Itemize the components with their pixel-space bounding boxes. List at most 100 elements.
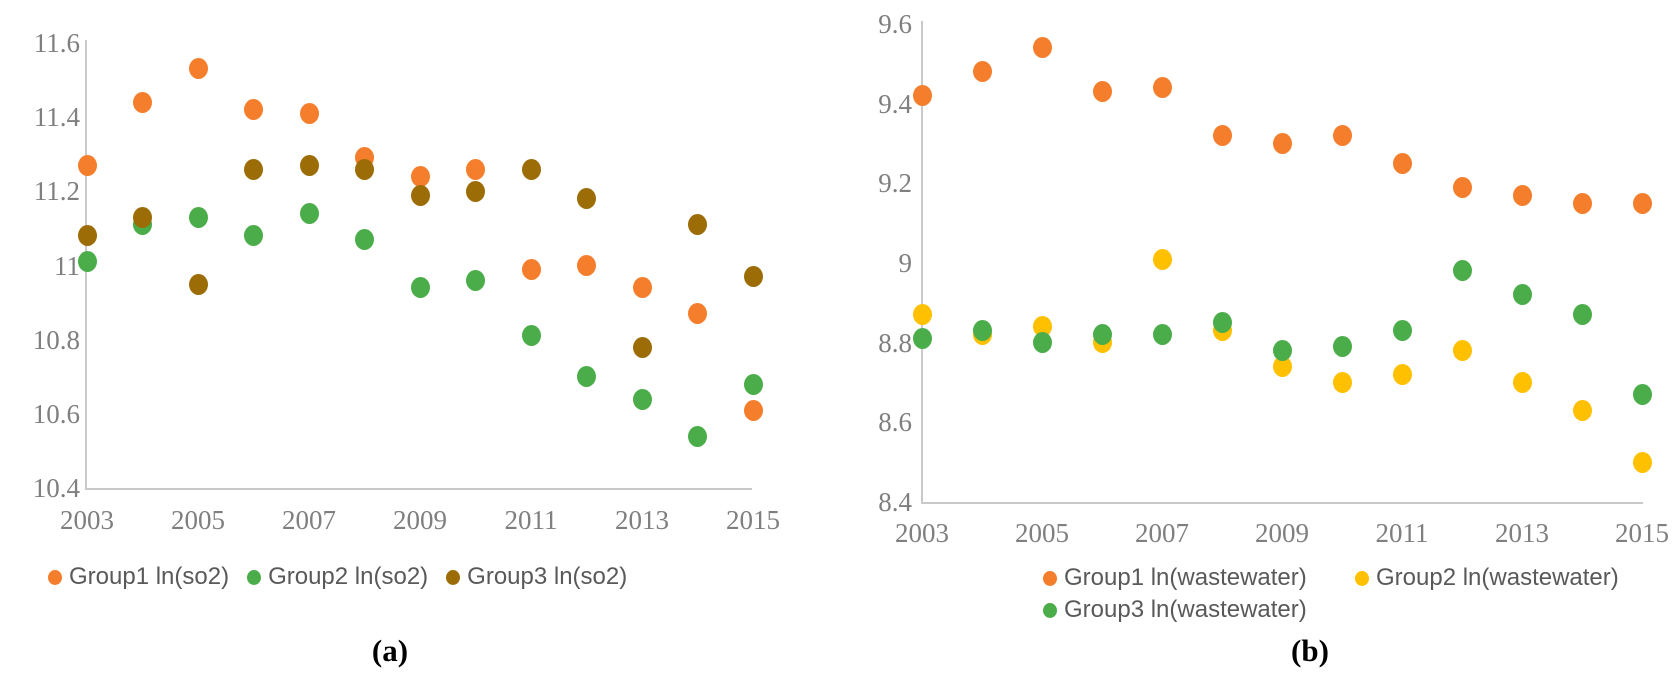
data-point [743,373,763,395]
legend-label: Group2 ln(so2) [268,563,429,590]
data-point [1452,340,1472,362]
legend-marker-icon [446,569,461,585]
data-point [632,336,652,358]
data-point [521,258,541,280]
data-point [244,225,263,247]
data-point [632,388,652,410]
legend-item: Group3 ln(so2) [446,563,627,591]
data-point [1632,383,1652,405]
data-point [1032,37,1052,59]
data-point [1272,340,1292,362]
y-tick-label: 11.2 [33,176,80,207]
data-point [1452,176,1472,198]
x-tick-label: 2003 [895,518,949,548]
legend-label: Group3 ln(so2) [467,563,628,590]
data-point [1272,356,1292,378]
x-tick-label: 2011 [504,505,558,535]
legend-item: Group1 ln(so2) [48,563,229,591]
data-point [299,154,319,176]
data-point [77,225,97,247]
legend-item: Group3 ln(wastewater) [1043,596,1355,624]
legend-item: Group2 ln(wastewater) [1355,564,1619,592]
data-point [577,188,596,210]
data-point [1092,324,1112,346]
data-point [188,206,208,228]
data-point [1332,372,1352,393]
data-point [1572,304,1592,326]
data-point [1212,125,1232,147]
legend-chart-a: Group1 ln(so2) Group2 ln(so2) Group3 ln(so… [48,563,627,591]
x-tick-label: 2009 [393,505,447,535]
data-point [1632,451,1652,473]
data-point [410,184,430,206]
y-tick-label: 10.4 [32,473,80,503]
data-point [1392,364,1412,386]
data-point [688,214,707,236]
data-point [912,328,932,350]
data-point [912,304,932,326]
data-point [410,166,430,187]
caption-b: (b) [1291,633,1329,668]
data-point [1572,399,1592,421]
data-point [1152,324,1172,346]
y-tick-label: 9.6 [878,9,912,39]
data-point [244,99,263,121]
data-point [1512,372,1532,393]
data-point [743,399,763,421]
data-point [688,425,707,447]
data-point [1452,260,1472,282]
data-point [1212,312,1232,334]
legend-item: Group1 ln(wastewater) [1043,564,1355,592]
x-tick-label: 2015 [1615,518,1669,548]
y-tick-label: 9 [898,248,913,278]
data-point [577,255,596,276]
data-point [299,102,319,124]
y-tick-label: 9.4 [878,88,912,119]
y-tick-label: 10.6 [32,398,80,429]
legend-marker-icon [247,569,262,585]
y-tick-label: 8.8 [878,327,912,358]
data-point [1512,284,1532,306]
data-point [355,158,374,180]
data-point [743,266,763,288]
data-point [1512,184,1532,206]
data-point [972,61,992,83]
data-point [688,303,707,325]
data-point [577,366,596,388]
x-axis-line [85,488,752,490]
y-axis-line [921,21,923,504]
data-point [466,269,485,291]
data-point [1572,192,1592,214]
data-point [355,229,374,251]
data-point [521,158,541,180]
data-point [632,277,652,299]
x-axis-line [921,502,1643,504]
data-point [466,180,485,202]
x-tick-label: 2015 [726,505,780,535]
y-tick-label: 11 [54,250,80,281]
data-point [521,325,541,347]
x-tick-label: 2013 [1495,518,1549,548]
legend-label: Group3 ln(wastewater) [1064,596,1307,623]
data-point [1272,133,1292,154]
legend-marker-icon [1355,570,1369,586]
x-tick-label: 2005 [171,505,225,535]
data-point [77,251,97,273]
y-tick-label: 10.8 [32,324,80,355]
y-tick-label: 11.6 [33,28,80,58]
data-point [1032,332,1052,354]
data-point [1032,316,1052,338]
legend-label: Group2 ln(wastewater) [1376,564,1619,591]
x-tick-label: 2005 [1015,518,1069,548]
data-point [912,85,932,107]
data-point [188,273,208,295]
data-point [1392,152,1412,174]
data-point [1392,320,1412,342]
data-point [1152,248,1172,270]
x-tick-label: 2011 [1375,518,1429,548]
caption-a: (a) [371,633,409,668]
legend-label: Group1 ln(so2) [69,563,230,590]
y-tick-label: 9.2 [878,168,912,199]
data-point [188,58,208,80]
